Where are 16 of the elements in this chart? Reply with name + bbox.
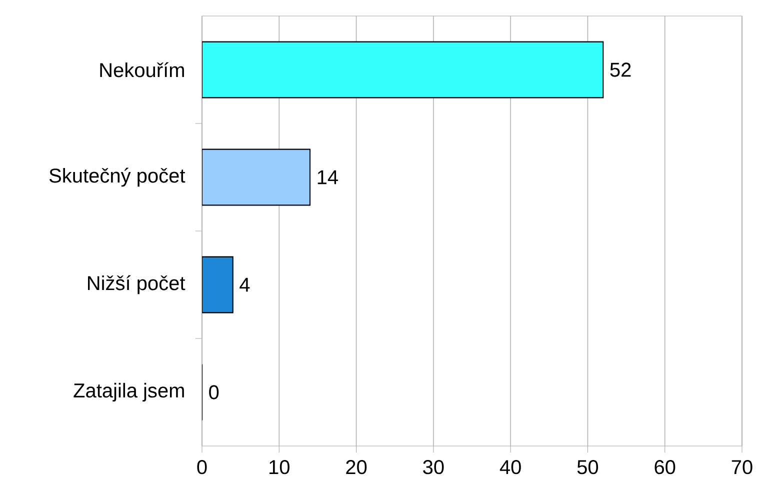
data-label: 14 — [318, 170, 338, 184]
x-tick-label: 0 — [197, 460, 207, 474]
y-tick-label: Nekouřím — [100, 62, 184, 78]
x-tick-label: 70 — [732, 460, 752, 474]
x-tick-label: 50 — [577, 460, 598, 474]
x-tick-label: 30 — [423, 460, 444, 474]
x-tick-label: 10 — [270, 460, 290, 474]
y-tick-label: Skutečný počet — [49, 168, 186, 187]
x-tick-label: 20 — [346, 460, 367, 474]
y-tick-label: Zatajila jsem — [74, 382, 184, 402]
data-label: 52 — [610, 62, 631, 77]
x-tick-label: 60 — [654, 460, 676, 474]
data-label: 4 — [240, 278, 250, 292]
data-label: 0 — [209, 385, 219, 400]
x-tick-label: 40 — [500, 460, 521, 474]
y-tick-label: Nižší počet — [88, 275, 186, 294]
